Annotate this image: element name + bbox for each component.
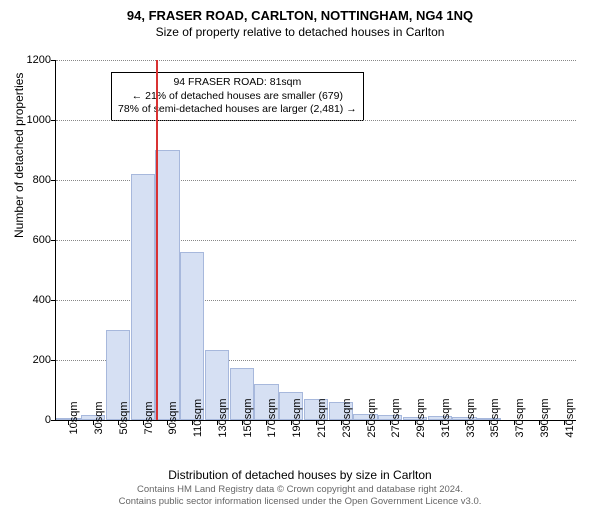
plot-area: 94 FRASER ROAD: 81sqm ← 21% of detached … — [55, 60, 576, 421]
y-tick — [51, 300, 56, 301]
y-tick-label: 200 — [16, 354, 51, 366]
x-tick-label: 110sqm — [192, 399, 204, 437]
x-tick-label: 130sqm — [217, 398, 229, 437]
chart-subtitle: Size of property relative to detached ho… — [0, 25, 600, 39]
chart-footer: Contains HM Land Registry data © Crown c… — [0, 484, 600, 508]
x-tick-label: 250sqm — [366, 398, 378, 437]
annotation-line-2: ← 21% of detached houses are smaller (67… — [118, 90, 357, 104]
x-axis-label: Distribution of detached houses by size … — [0, 468, 600, 482]
gridline — [56, 60, 576, 61]
y-tick-label: 600 — [16, 234, 51, 246]
x-tick-label: 30sqm — [93, 401, 105, 434]
x-tick-label: 290sqm — [415, 398, 427, 437]
y-axis-label: Number of detached properties — [12, 73, 26, 238]
x-tick-label: 90sqm — [167, 401, 179, 434]
chart-title: 94, FRASER ROAD, CARLTON, NOTTINGHAM, NG… — [0, 8, 600, 23]
y-tick — [51, 180, 56, 181]
gridline — [56, 120, 576, 121]
reference-line — [156, 60, 158, 420]
footer-line-1: Contains HM Land Registry data © Crown c… — [0, 484, 600, 496]
footer-line-2: Contains public sector information licen… — [0, 496, 600, 508]
x-tick-label: 190sqm — [291, 398, 303, 437]
y-tick — [51, 120, 56, 121]
y-tick — [51, 240, 56, 241]
x-tick-label: 370sqm — [514, 398, 526, 437]
x-tick-label: 70sqm — [143, 401, 155, 434]
x-tick-label: 410sqm — [564, 398, 576, 437]
x-tick-label: 230sqm — [341, 398, 353, 437]
y-tick-label: 1000 — [16, 114, 51, 126]
annotation-line-3: 78% of semi-detached houses are larger (… — [118, 103, 357, 117]
bar — [180, 252, 204, 420]
x-tick-label: 270sqm — [390, 398, 402, 437]
x-tick-label: 50sqm — [118, 401, 130, 434]
bar — [155, 150, 179, 420]
y-tick-label: 400 — [16, 294, 51, 306]
y-tick — [51, 60, 56, 61]
x-tick-label: 170sqm — [266, 398, 278, 437]
y-tick-label: 1200 — [16, 54, 51, 66]
x-tick-label: 310sqm — [440, 398, 452, 437]
x-tick-label: 390sqm — [539, 398, 551, 437]
y-tick — [51, 420, 56, 421]
y-tick-label: 0 — [16, 414, 51, 426]
x-tick-label: 10sqm — [68, 401, 80, 434]
chart-container: 94, FRASER ROAD, CARLTON, NOTTINGHAM, NG… — [0, 8, 600, 508]
x-tick-label: 350sqm — [489, 398, 501, 437]
annotation-line-1: 94 FRASER ROAD: 81sqm — [118, 76, 357, 90]
x-tick-label: 150sqm — [242, 398, 254, 437]
y-tick — [51, 360, 56, 361]
y-tick-label: 800 — [16, 174, 51, 186]
x-tick-label: 210sqm — [316, 398, 328, 437]
annotation-box: 94 FRASER ROAD: 81sqm ← 21% of detached … — [111, 72, 364, 121]
bar — [131, 174, 155, 420]
x-tick-label: 330sqm — [465, 398, 477, 437]
